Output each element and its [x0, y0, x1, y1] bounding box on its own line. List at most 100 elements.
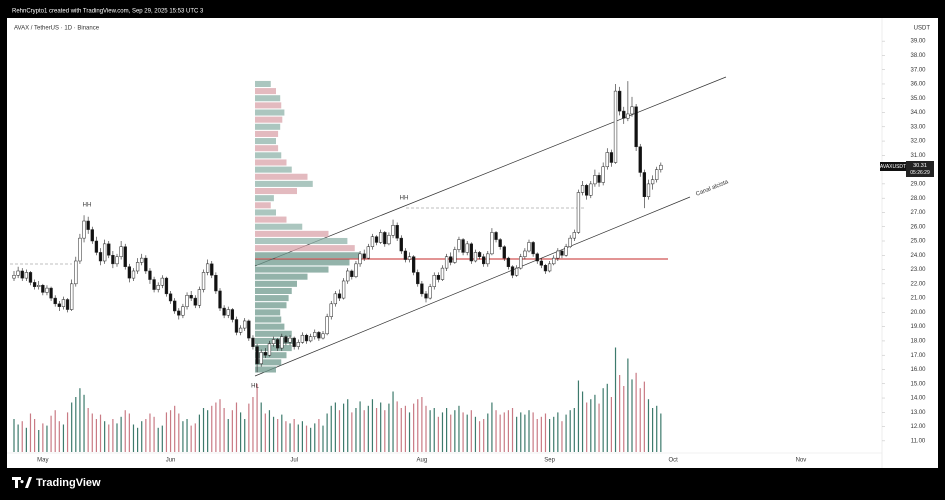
volume-bar: [540, 416, 542, 452]
candle-body: [222, 307, 226, 316]
volume-bar: [429, 410, 431, 452]
volume-bar: [417, 399, 419, 452]
y-tick-label: 18.00: [910, 339, 926, 345]
volume-bar: [338, 410, 341, 452]
candle-body: [201, 272, 206, 290]
candle-body: [461, 239, 465, 253]
candle-body: [288, 337, 292, 343]
volume-bar: [524, 414, 526, 452]
candle-body: [585, 185, 589, 196]
candle-body: [37, 285, 41, 287]
volume-bar: [38, 430, 40, 452]
profile-bar: [255, 359, 282, 366]
profile-bar: [255, 109, 285, 116]
candle-body: [218, 290, 222, 309]
volume-bar: [99, 414, 102, 452]
volume-bar: [25, 427, 27, 452]
annotation: HH: [83, 203, 92, 209]
volume-bar: [244, 419, 246, 452]
candle-body: [317, 332, 321, 339]
candle-body: [634, 106, 638, 148]
profile-bar: [255, 88, 276, 95]
candle-body: [531, 242, 535, 255]
candle-body: [214, 275, 218, 292]
candle-body: [115, 256, 119, 265]
candle-body: [230, 309, 235, 320]
volume-bar: [215, 402, 217, 452]
candle-body: [160, 277, 164, 286]
candle-body: [16, 270, 20, 276]
last-price: 30.31: [913, 163, 927, 169]
y-tick-label: 13.00: [910, 410, 926, 416]
candle-body: [609, 152, 614, 163]
candle-body: [383, 232, 387, 245]
candle-body: [638, 146, 642, 173]
volume-bar: [95, 419, 97, 452]
candle-body: [313, 332, 317, 337]
volume-bar: [643, 381, 645, 452]
volume-bar: [371, 399, 374, 452]
x-tick-label: May: [37, 458, 48, 464]
candle-body: [131, 270, 136, 279]
volume-bar: [363, 410, 365, 452]
candle-body: [420, 283, 424, 295]
volume-bar: [495, 410, 497, 452]
volume-bar: [50, 415, 52, 452]
y-tick-label: 34.00: [910, 110, 926, 116]
candle-body: [271, 339, 276, 345]
candle-body: [28, 272, 33, 283]
candle-body: [593, 175, 597, 185]
volume-bar: [108, 424, 110, 452]
volume-bar: [161, 425, 163, 452]
y-tick-label: 32.00: [910, 139, 926, 145]
volume-bar: [586, 402, 588, 452]
volume-bar: [71, 402, 73, 452]
profile-bar: [255, 216, 287, 223]
candle-body: [234, 319, 239, 333]
candle-body: [197, 289, 202, 306]
candle-body: [510, 266, 515, 276]
volume-bar: [326, 413, 328, 452]
volume-bar: [277, 419, 279, 452]
volume-bar: [408, 412, 411, 452]
candle-body: [41, 285, 45, 293]
volume-bar: [639, 388, 641, 452]
volume-bar: [536, 419, 538, 452]
profile-bar: [255, 102, 282, 109]
profile-bar: [255, 287, 292, 294]
volume-bar: [594, 394, 596, 452]
candle-body: [617, 90, 622, 112]
candle-body: [387, 235, 391, 245]
candle-body: [181, 306, 185, 316]
volume-bar: [334, 402, 336, 452]
candle-body: [630, 106, 634, 115]
y-tick-label: 26.00: [910, 224, 926, 230]
profile-bar: [255, 230, 329, 237]
candle-body: [70, 283, 74, 310]
volume-bar: [528, 410, 530, 452]
candle-body: [247, 320, 251, 339]
candle-body: [395, 225, 399, 239]
profile-bar: [255, 159, 287, 166]
candle-body: [325, 316, 329, 335]
candle-body: [523, 250, 527, 257]
volume-bar: [623, 386, 625, 452]
volume-bar: [293, 419, 295, 452]
profile-bar: [255, 295, 289, 302]
profile-bar: [255, 330, 292, 337]
y-tick-label: 28.00: [910, 196, 926, 202]
y-tick-label: 35.00: [910, 96, 926, 102]
candle-body: [490, 232, 494, 255]
volume-bar: [470, 410, 472, 452]
volume-bar: [223, 408, 225, 452]
volume-bar: [42, 423, 44, 452]
volume-bar: [413, 403, 415, 452]
volume-bar: [169, 410, 172, 452]
volume-bar: [132, 424, 135, 452]
volume-bar: [157, 427, 159, 452]
volume-bar: [507, 410, 509, 452]
candle-body: [164, 277, 169, 295]
candle-body: [650, 179, 655, 185]
volume-bar: [178, 413, 180, 452]
